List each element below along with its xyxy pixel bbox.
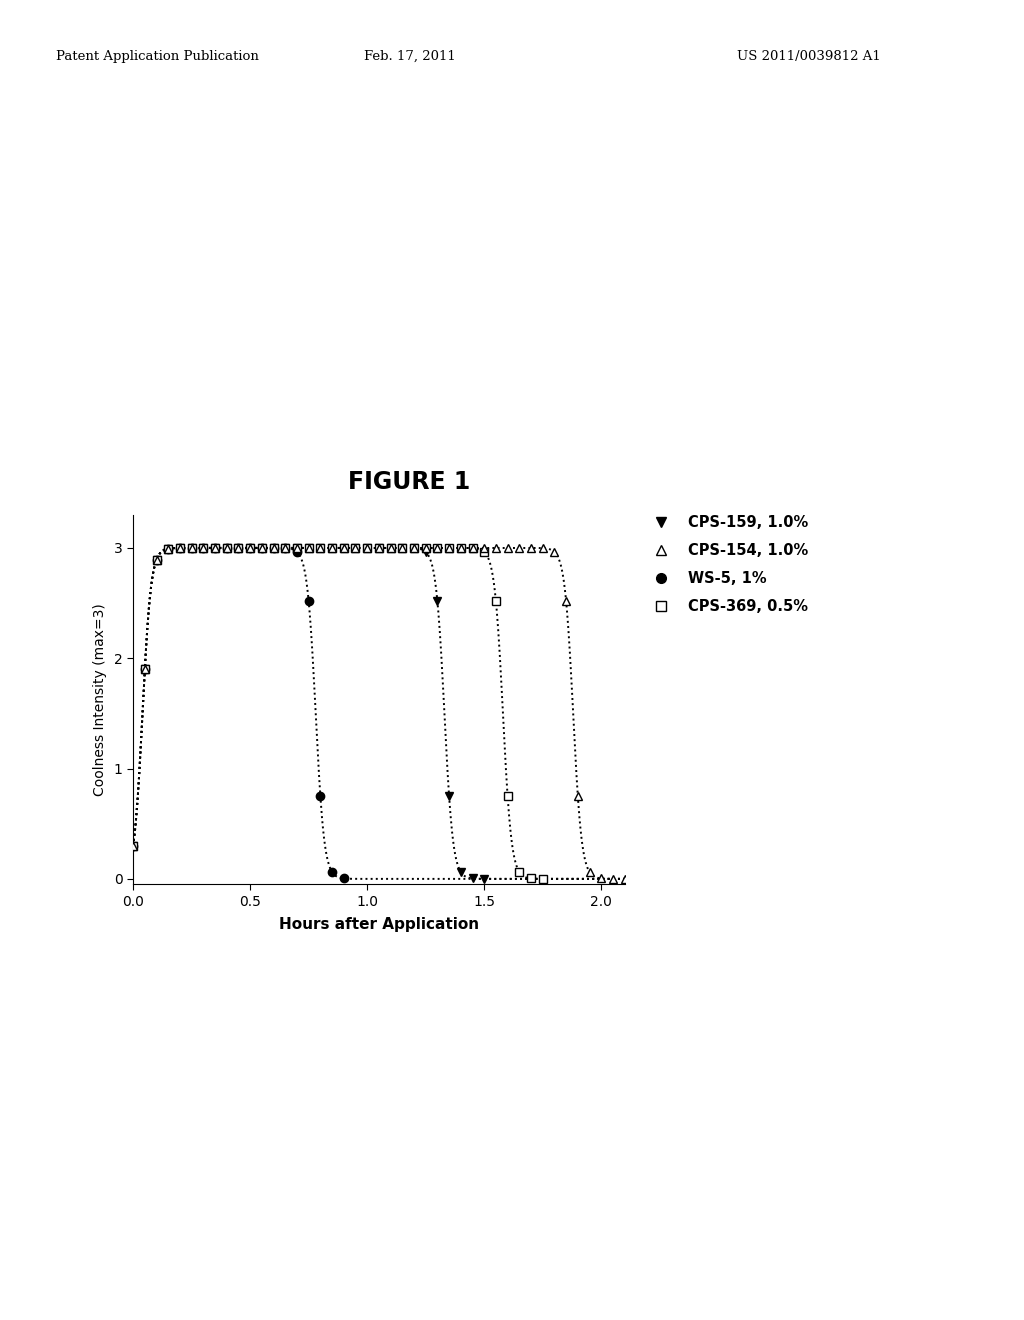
X-axis label: Hours after Application: Hours after Application	[279, 917, 479, 932]
Text: US 2011/0039812 A1: US 2011/0039812 A1	[737, 50, 881, 63]
Legend: CPS-159, 1.0%, CPS-154, 1.0%, WS-5, 1%, CPS-369, 0.5%: CPS-159, 1.0%, CPS-154, 1.0%, WS-5, 1%, …	[647, 515, 808, 614]
Text: Patent Application Publication: Patent Application Publication	[56, 50, 259, 63]
Text: FIGURE 1: FIGURE 1	[348, 470, 471, 494]
Text: Feb. 17, 2011: Feb. 17, 2011	[364, 50, 456, 63]
Y-axis label: Coolness Intensity (max=3): Coolness Intensity (max=3)	[93, 603, 106, 796]
